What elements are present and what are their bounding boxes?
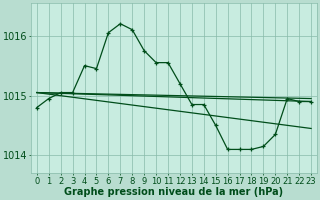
X-axis label: Graphe pression niveau de la mer (hPa): Graphe pression niveau de la mer (hPa) [64, 187, 284, 197]
